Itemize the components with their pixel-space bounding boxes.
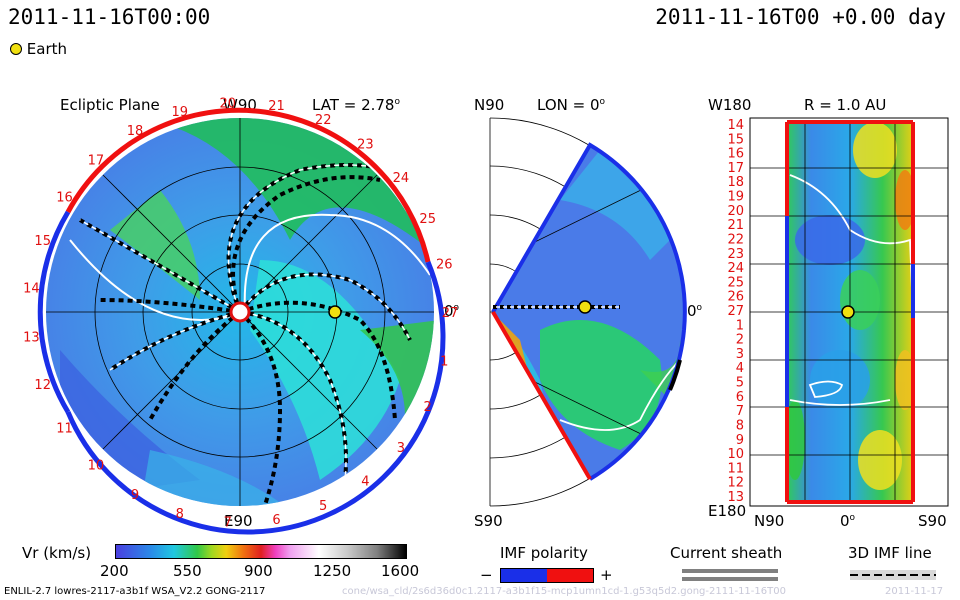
carrington-label: 3 xyxy=(397,441,405,456)
meridional-bottom-label: S90 xyxy=(474,512,503,530)
carrington-label: 20 xyxy=(220,96,237,111)
carrington-label: 19 xyxy=(172,105,189,120)
carrington-label: 12 xyxy=(34,378,51,393)
carrington-label: 18 xyxy=(127,124,144,139)
carrington-label: 26 xyxy=(436,258,453,273)
radial-row-label: 22 xyxy=(727,233,744,248)
carrington-label: 10 xyxy=(88,459,105,474)
colorbar-tick-1600: 1600 xyxy=(381,562,420,580)
meridional-right-label: 0o xyxy=(687,302,703,320)
colorbar-tick-900: 900 xyxy=(244,562,273,580)
colorbar-tick-1250: 1250 xyxy=(313,562,352,580)
radial-row-label: 14 xyxy=(727,118,744,133)
carrington-label: 2 xyxy=(424,400,432,415)
timestamp-right: 2011-11-16T00 +0.00 day xyxy=(655,5,946,29)
radial-row-label: 7 xyxy=(736,404,744,419)
carrington-label: 14 xyxy=(23,282,40,297)
carrington-label: 27 xyxy=(442,306,459,321)
current-sheath-label: Current sheath xyxy=(670,544,783,562)
timestamp-left: 2011-11-16T00:00 xyxy=(8,5,211,29)
colorbar xyxy=(115,544,407,559)
radial-row-label: 3 xyxy=(736,347,744,362)
radial-row-label: 26 xyxy=(727,290,744,305)
carrington-label: 7 xyxy=(224,516,232,531)
radial-row-label: 8 xyxy=(736,419,744,434)
carrington-label: 8 xyxy=(176,507,184,522)
carrington-label: 6 xyxy=(272,513,280,528)
model-info: ENLIL-2.7 lowres-2117-a3b1f WSA_V2.2 GON… xyxy=(4,586,266,597)
radial-row-label: 4 xyxy=(736,361,744,376)
radial-bottom-left-label: E180 xyxy=(708,502,747,520)
date-info: 2011-11-17 xyxy=(885,586,944,597)
radial-row-label: 6 xyxy=(736,390,744,405)
radial-row-label: 11 xyxy=(727,461,744,476)
radial-row-label: 18 xyxy=(727,175,744,190)
polarity-bar xyxy=(500,568,594,583)
radial-row-label: 5 xyxy=(736,376,744,391)
radial-row-label: 15 xyxy=(727,132,744,147)
carrington-label: 22 xyxy=(315,113,332,128)
imf-polarity-label: IMF polarity xyxy=(500,544,588,562)
carrington-label: 23 xyxy=(357,138,374,153)
radial-row-label: 17 xyxy=(727,161,744,176)
carrington-label: 24 xyxy=(393,171,410,186)
ecliptic-title: Ecliptic Plane xyxy=(60,96,160,114)
radial-row-label: 9 xyxy=(736,433,744,448)
carrington-label: 5 xyxy=(319,499,327,514)
path-info: cone/wsa_cld/2s6d36d0c1.2117-a3b1f15-mcp… xyxy=(342,586,786,597)
earth-legend: Earth xyxy=(10,40,67,58)
colorbar-label: Vr (km/s) xyxy=(22,544,92,562)
earth-legend-label: Earth xyxy=(26,40,68,58)
radial-bottom-s: S90 xyxy=(918,512,947,530)
meridional-lon-label: LON = 0o xyxy=(537,96,606,114)
carrington-label: 1 xyxy=(440,354,448,369)
current-sheath-swatch xyxy=(682,569,778,573)
carrington-label: 13 xyxy=(23,330,40,345)
radial-top-label: W180 xyxy=(708,96,752,114)
radial-title: R = 1.0 AU xyxy=(804,96,887,114)
meridional-top-label: N90 xyxy=(474,96,505,114)
ecliptic-bottom-label: E90 xyxy=(224,512,253,530)
radial-row-label: 2 xyxy=(736,333,744,348)
meridional-earth-marker xyxy=(578,300,592,314)
radial-row-label: 1 xyxy=(736,318,744,333)
radial-row-labels: 1415161718192021222324252627123456789101… xyxy=(727,118,744,505)
imf-line-swatch xyxy=(850,570,936,580)
polarity-minus: − xyxy=(480,566,493,584)
ecliptic-lat-label: LAT = 2.78o xyxy=(312,96,400,114)
colorbar-tick-550: 550 xyxy=(173,562,202,580)
earth-icon xyxy=(10,43,22,55)
polarity-plus: + xyxy=(600,566,613,584)
radial-row-label: 27 xyxy=(727,304,744,319)
carrington-label: 25 xyxy=(419,212,436,227)
ecliptic-earth-marker xyxy=(328,305,342,319)
radial-row-label: 12 xyxy=(727,476,744,491)
radial-earth-marker xyxy=(841,305,855,319)
colorbar-tick-200: 200 xyxy=(100,562,129,580)
carrington-label: 16 xyxy=(56,191,73,206)
radial-row-label: 13 xyxy=(727,490,744,505)
radial-row-label: 23 xyxy=(727,247,744,262)
radial-row-label: 10 xyxy=(727,447,744,462)
carrington-label: 15 xyxy=(34,234,51,249)
radial-row-label: 19 xyxy=(727,190,744,205)
carrington-label: 11 xyxy=(56,421,73,436)
radial-row-label: 24 xyxy=(727,261,744,276)
carrington-label: 4 xyxy=(361,474,369,489)
carrington-label: 17 xyxy=(88,153,105,168)
imf-line-label: 3D IMF line xyxy=(848,544,932,562)
radial-bottom-0: 0o xyxy=(840,512,856,530)
radial-bottom-n: N90 xyxy=(754,512,785,530)
carrington-label: 21 xyxy=(268,99,285,114)
radial-row-label: 16 xyxy=(727,147,744,162)
radial-row-label: 25 xyxy=(727,275,744,290)
carrington-label: 9 xyxy=(131,488,139,503)
radial-row-label: 21 xyxy=(727,218,744,233)
ecliptic-right-label: 0o xyxy=(444,302,460,320)
radial-row-label: 20 xyxy=(727,204,744,219)
